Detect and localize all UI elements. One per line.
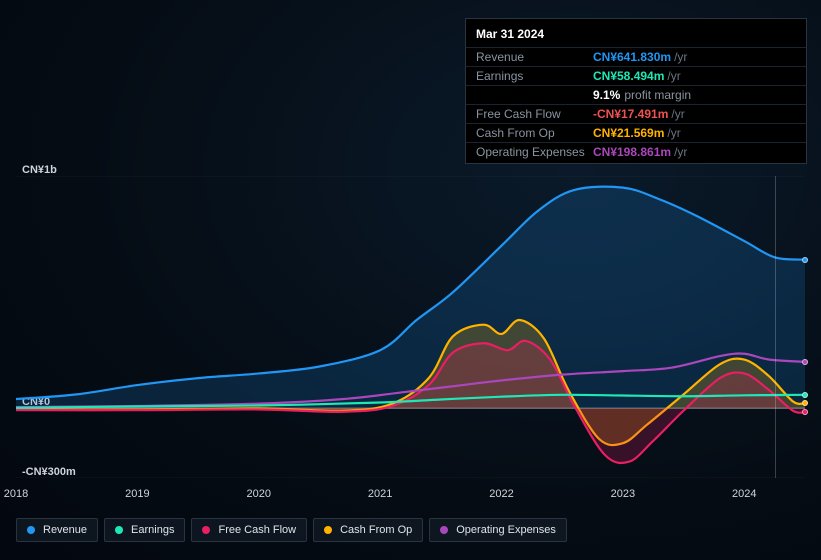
tooltip-row-value: CN¥641.830m [593, 50, 671, 64]
tooltip-row-label: Operating Expenses [476, 145, 593, 159]
legend-label: Cash From Op [340, 524, 412, 536]
tooltip-row-unit: /yr [667, 69, 680, 83]
x-axis-label: 2020 [247, 488, 271, 500]
legend-item[interactable]: Cash From Op [313, 518, 423, 542]
series-endpoint [802, 400, 808, 406]
tooltip-row-unit: /yr [674, 145, 687, 159]
tooltip-date: Mar 31 2024 [466, 25, 806, 47]
legend-label: Operating Expenses [456, 524, 556, 536]
tooltip-row-unit: /yr [674, 50, 687, 64]
chart-container: Mar 31 2024 RevenueCN¥641.830m/yrEarning… [0, 0, 821, 560]
x-axis-label: 2021 [368, 488, 392, 500]
legend-label: Revenue [43, 524, 87, 536]
series-endpoint [802, 392, 808, 398]
tooltip-row-label: Earnings [476, 69, 593, 83]
legend-label: Free Cash Flow [218, 524, 296, 536]
x-axis-label: 2023 [611, 488, 635, 500]
legend-item[interactable]: Revenue [16, 518, 98, 542]
legend-item[interactable]: Earnings [104, 518, 185, 542]
legend-swatch [115, 526, 123, 534]
tooltip-row: EarningsCN¥58.494m/yr [466, 66, 806, 85]
series-endpoint [802, 409, 808, 415]
tooltip-row-label: Cash From Op [476, 126, 593, 140]
tooltip-row-value: CN¥58.494m [593, 69, 664, 83]
chart-area: CN¥1bCN¥0-CN¥300m 2018201920202021202220… [16, 160, 805, 480]
tooltip-row-unit: /yr [667, 126, 680, 140]
series-endpoint [802, 359, 808, 365]
y-axis-label: CN¥1b [22, 164, 57, 176]
tooltip-row: Cash From OpCN¥21.569m/yr [466, 123, 806, 142]
plot-svg [16, 176, 805, 478]
tooltip-row: Free Cash Flow-CN¥17.491m/yr [466, 104, 806, 123]
tooltip-sub-value: 9.1% [593, 88, 620, 102]
x-axis-label: 2018 [4, 488, 28, 500]
legend-swatch [202, 526, 210, 534]
x-axis-label: 2022 [489, 488, 513, 500]
legend-label: Earnings [131, 524, 174, 536]
tooltip-subrow: .9.1%profit margin [466, 85, 806, 104]
tooltip-row-label: Revenue [476, 50, 593, 64]
tooltip-row-label: Free Cash Flow [476, 107, 593, 121]
x-axis-label: 2024 [732, 488, 756, 500]
tooltip-row-value: CN¥21.569m [593, 126, 664, 140]
tooltip-row-value: CN¥198.861m [593, 145, 671, 159]
legend: Revenue Earnings Free Cash Flow Cash From O… [16, 518, 567, 542]
x-axis-label: 2019 [125, 488, 149, 500]
legend-swatch [27, 526, 35, 534]
legend-swatch [440, 526, 448, 534]
legend-item[interactable]: Operating Expenses [429, 518, 567, 542]
tooltip-panel: Mar 31 2024 RevenueCN¥641.830m/yrEarning… [465, 18, 807, 164]
tooltip-row: Operating ExpensesCN¥198.861m/yr [466, 142, 806, 161]
legend-item[interactable]: Free Cash Flow [191, 518, 307, 542]
tooltip-sub-text: profit margin [624, 88, 691, 102]
tooltip-row-unit: /yr [671, 107, 684, 121]
marker-line [775, 176, 776, 478]
series-endpoint [802, 257, 808, 263]
tooltip-row-value: -CN¥17.491m [593, 107, 668, 121]
legend-swatch [324, 526, 332, 534]
tooltip-row: RevenueCN¥641.830m/yr [466, 47, 806, 66]
